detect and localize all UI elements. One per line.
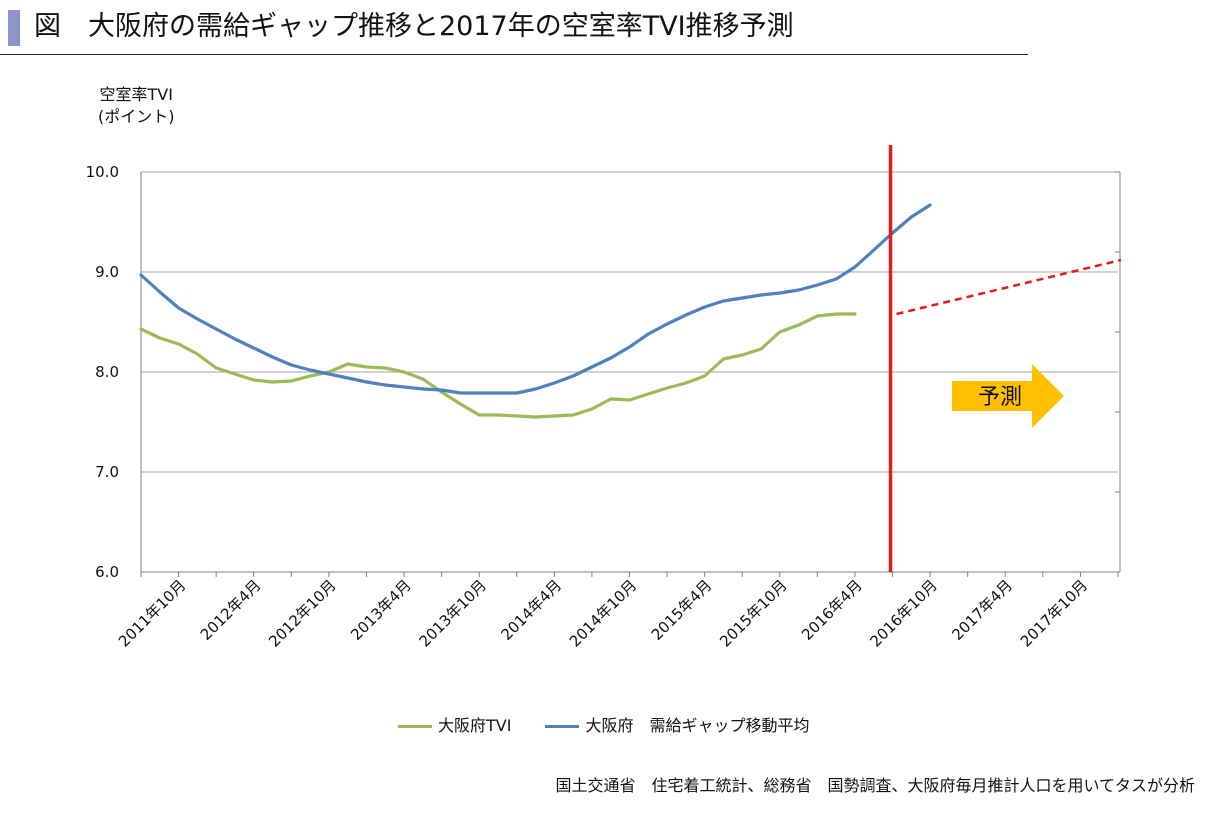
x-tick-label: 2014年10月 [566,576,640,650]
x-tick-label: 2017年4月 [948,576,1016,644]
y-tick-label: 7.0 [95,463,119,481]
y-tick-label: 10.0 [86,163,119,181]
y-axis-title: 空室率TVI (ポイント) [98,84,175,128]
forecast-arrow-icon [952,364,1064,428]
y-axis-title-line2: (ポイント) [98,107,175,126]
y-tick-label: 6.0 [95,563,119,581]
x-tick-label: 2014年4月 [497,576,565,644]
y-tick-label: 9.0 [95,263,119,281]
legend-item-gap: 大阪府 需給ギャップ移動平均 [545,716,809,736]
x-tick-label: 2011年10月 [115,576,189,650]
x-tick-label: 2013年4月 [347,576,415,644]
x-tick-label: 2016年4月 [798,576,866,644]
x-tick-label: 2012年10月 [265,576,339,650]
x-tick-label: 2015年4月 [648,576,716,644]
legend-swatch-tvi [398,724,432,728]
x-tick-label: 2015年10月 [716,576,790,650]
forecast-dashed-line [896,258,1122,316]
legend-label-gap: 大阪府 需給ギャップ移動平均 [585,716,810,735]
legend: 大阪府TVI 大阪府 需給ギャップ移動平均 [398,716,843,736]
legend-item-tvi: 大阪府TVI [398,716,511,736]
series-line-tvi [139,312,857,419]
legend-label-tvi: 大阪府TVI [438,716,512,735]
chart-title: 図 大阪府の需給ギャップ推移と2017年の空室率TVI推移予測 [34,11,794,42]
title-accent-bar [8,10,20,46]
title-underline [0,54,1028,55]
x-tick-label: 2013年10月 [416,576,490,650]
x-tick-label: 2012年4月 [197,576,265,644]
series-line-gap [139,203,932,395]
source-note: 国土交通省 住宅着工統計、総務省 国勢調査、大阪府毎月推計人口を用いてタスが分析 [555,776,1195,795]
x-tick-label: 2017年10月 [1017,576,1091,650]
y-tick-label: 8.0 [95,363,119,381]
y-axis-title-line1: 空室率TVI [99,85,173,104]
x-tick-label: 2016年10月 [867,576,941,650]
legend-swatch-gap [545,724,580,728]
forecast-label: 予測 [978,385,1022,410]
